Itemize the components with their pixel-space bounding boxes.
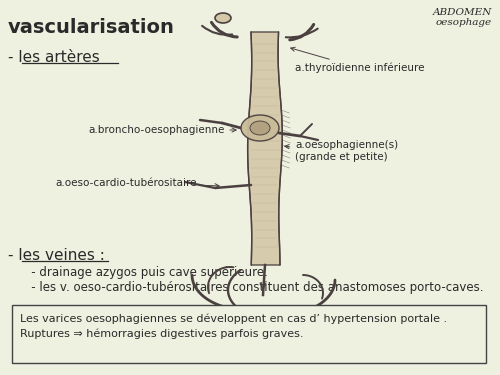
Text: - les artères: - les artères <box>8 50 100 65</box>
Text: a.broncho-oesophagienne: a.broncho-oesophagienne <box>88 125 236 135</box>
Polygon shape <box>248 32 282 265</box>
Ellipse shape <box>250 121 270 135</box>
Text: a.thyroïdienne inférieure: a.thyroïdienne inférieure <box>290 47 424 73</box>
Ellipse shape <box>215 13 231 23</box>
Text: - drainage azygos puis cave supérieure.: - drainage azygos puis cave supérieure. <box>20 266 268 279</box>
Text: Les varices oesophagiennes se développent en cas d’ hypertension portale .
Ruptu: Les varices oesophagiennes se développen… <box>20 313 447 339</box>
Text: a.oesophagienne(s)
(grande et petite): a.oesophagienne(s) (grande et petite) <box>285 140 398 162</box>
Text: oesophage: oesophage <box>436 18 492 27</box>
Text: a.oeso-cardio-tubérositaire: a.oeso-cardio-tubérositaire <box>55 178 219 188</box>
Text: - les veines :: - les veines : <box>8 248 105 263</box>
Text: ABDOMEN: ABDOMEN <box>432 8 492 17</box>
Text: - les v. oeso-cardio-tubérositaires constituent des anastomoses porto-caves.: - les v. oeso-cardio-tubérositaires cons… <box>20 281 483 294</box>
Text: vascularisation: vascularisation <box>8 18 175 37</box>
Bar <box>12 305 486 363</box>
Ellipse shape <box>241 115 279 141</box>
